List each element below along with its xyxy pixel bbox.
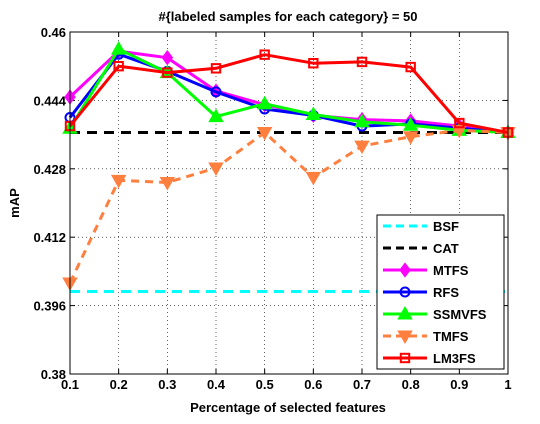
x-tick-label: 0.7 (353, 377, 371, 392)
legend-item-bsf: BSF (383, 219, 459, 234)
legend-label-mtfs: MTFS (433, 263, 469, 278)
series-line-rfs (68, 52, 509, 134)
legend-label-tmfs: TMFS (433, 329, 469, 344)
data-point-tmfs (256, 126, 273, 141)
y-tick-label: 0.412 (33, 230, 66, 245)
data-point-tmfs (110, 174, 127, 189)
data-point-lm3fs (454, 117, 465, 129)
data-point-ssmvfs (208, 108, 224, 123)
data-point-ssmvfs (402, 117, 419, 131)
legend-item-mtfs: MTFS (383, 262, 469, 278)
legend-label-ssmvfs: SSMVFS (433, 307, 487, 322)
legend-item-cat: CAT (383, 241, 459, 256)
data-point-tmfs (208, 162, 224, 176)
data-point-ssmvfs (354, 113, 370, 128)
data-point-ssmvfs (256, 95, 273, 110)
x-tick-label: 0.6 (304, 377, 322, 392)
y-tick-label: 0.444 (33, 93, 66, 108)
y-tick-label: 0.38 (41, 367, 66, 382)
data-point-tmfs (305, 171, 322, 186)
legend-label-rfs: RFS (433, 285, 459, 300)
legend-label-cat: CAT (433, 241, 459, 256)
x-tick-label: 0.9 (450, 377, 468, 392)
series-line-ssmvfs (68, 47, 509, 134)
y-tick-label: 0.428 (33, 162, 66, 177)
legend-marker-tmfs (397, 330, 413, 345)
legend-marker-ssmvfs (397, 305, 413, 320)
data-point-rfs (210, 86, 222, 98)
series-lm3fs (64, 49, 514, 138)
x-tick-label: 1 (504, 377, 511, 392)
data-point-lm3fs (162, 67, 173, 78)
data-point-lm3fs (405, 61, 416, 73)
legend-item-rfs: RFS (383, 285, 459, 300)
plot-area: 0.1 0.2 0.3 0.4 0.5 0.6 0.7 0.8 0.9 1 0.38 0.396 0.4… (33, 25, 516, 392)
series-line-lm3fs (68, 53, 509, 134)
plot-frame (69, 31, 509, 375)
x-tick-label: 0.1 (61, 377, 79, 392)
y-axis-label: mAP (7, 188, 22, 218)
data-point-lm3fs (308, 58, 319, 69)
legend-item-lm3fs: LM3FS (383, 351, 476, 366)
legend-item-ssmvfs: SSMVFS (383, 305, 487, 322)
x-axis-label: Percentage of selected features (190, 400, 386, 415)
legend-label-bsf: BSF (433, 219, 459, 234)
x-tick-label: 0.2 (110, 377, 128, 392)
data-point-tmfs (159, 176, 176, 191)
legend-marker-mtfs (399, 262, 411, 278)
series-tmfs (62, 124, 516, 291)
legend-label-lm3fs: LM3FS (433, 351, 476, 366)
chart-title: #{labeled samples for each category} = 5… (158, 9, 417, 24)
x-tick-label: 0.8 (402, 377, 420, 392)
data-point-ssmvfs (305, 106, 322, 121)
x-tick-label: 0.4 (207, 377, 226, 392)
y-tick-label: 0.396 (33, 299, 66, 314)
data-point-lm3fs (259, 49, 270, 60)
data-point-lm3fs (356, 56, 368, 68)
y-tick-label: 0.46 (41, 25, 66, 40)
legend-marker-rfs (399, 286, 411, 298)
data-point-tmfs (402, 131, 419, 145)
legend-item-tmfs: TMFS (383, 329, 469, 345)
data-point-lm3fs (113, 61, 124, 72)
data-point-tmfs (451, 124, 468, 139)
x-tick-label: 0.3 (158, 377, 176, 392)
legend: BSF CAT MTFS RFS SSMVFS TMFS LM3FS (376, 214, 505, 370)
data-point-ssmvfs (110, 41, 127, 55)
data-point-lm3fs (210, 63, 222, 74)
data-point-mtfs (161, 49, 174, 66)
data-point-tmfs (354, 140, 370, 155)
x-tick-label: 0.5 (256, 377, 274, 392)
legend-marker-lm3fs (399, 352, 411, 364)
